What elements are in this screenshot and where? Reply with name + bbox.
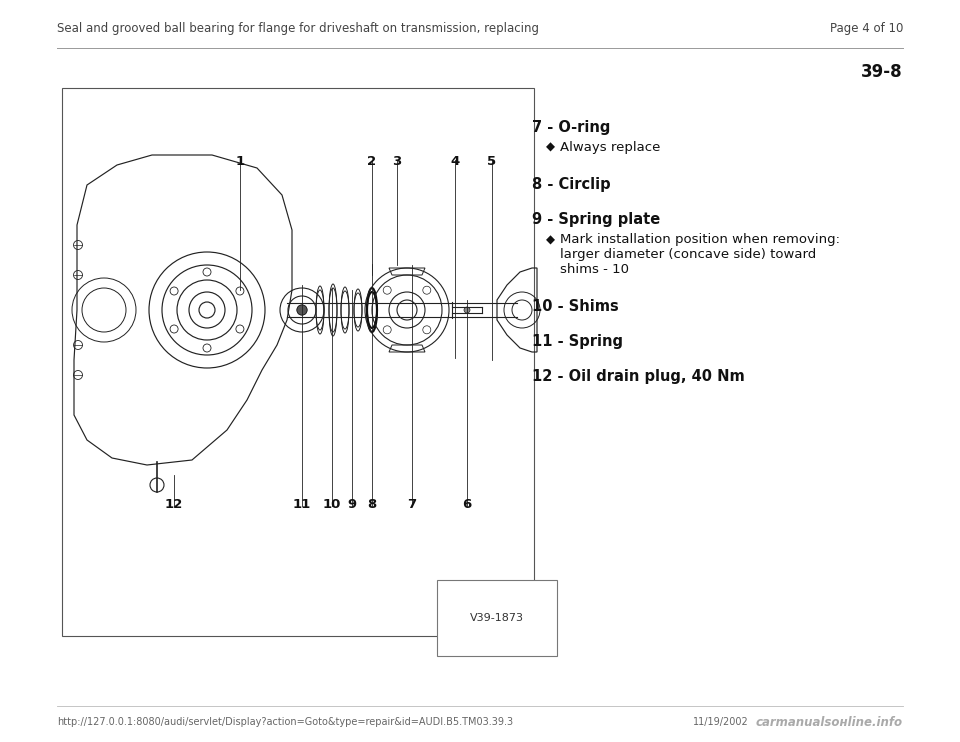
Text: V39-1873: V39-1873 [470, 613, 524, 623]
Circle shape [297, 305, 307, 315]
Text: 2: 2 [368, 155, 376, 168]
Text: Seal and grooved ball bearing for flange for driveshaft on transmission, replaci: Seal and grooved ball bearing for flange… [57, 22, 539, 34]
Text: 9 - Spring plate: 9 - Spring plate [532, 212, 660, 227]
Text: carmanualsонline.info: carmanualsонline.info [756, 715, 903, 729]
Text: 39-8: 39-8 [861, 63, 903, 81]
Text: 8: 8 [368, 498, 376, 511]
Text: ◆: ◆ [546, 233, 555, 246]
Text: 7 - O-ring: 7 - O-ring [532, 120, 611, 135]
Text: Always replace: Always replace [560, 141, 660, 154]
Text: ◆: ◆ [546, 141, 555, 154]
Text: 3: 3 [393, 155, 401, 168]
Text: Page 4 of 10: Page 4 of 10 [829, 22, 903, 34]
Text: shims - 10: shims - 10 [560, 263, 629, 276]
Text: 11 - Spring: 11 - Spring [532, 334, 623, 349]
Text: 4: 4 [450, 155, 460, 168]
Text: 7: 7 [407, 498, 417, 511]
Text: larger diameter (concave side) toward: larger diameter (concave side) toward [560, 248, 816, 261]
Text: 6: 6 [463, 498, 471, 511]
Text: http://127.0.0.1:8080/audi/servlet/Display?action=Goto&type=repair&id=AUDI.B5.TM: http://127.0.0.1:8080/audi/servlet/Displ… [57, 717, 514, 727]
Text: 11: 11 [293, 498, 311, 511]
Text: 1: 1 [235, 155, 245, 168]
Text: 10: 10 [323, 498, 341, 511]
Bar [62, 88, 534, 636]
Text: 12 - Oil drain plug, 40 Nm: 12 - Oil drain plug, 40 Nm [532, 369, 745, 384]
Text: 9: 9 [348, 498, 356, 511]
Text: 11/19/2002: 11/19/2002 [693, 717, 749, 727]
Text: 12: 12 [165, 498, 183, 511]
Text: Mark installation position when removing:: Mark installation position when removing… [560, 233, 840, 246]
Text: 5: 5 [488, 155, 496, 168]
Circle shape [464, 307, 470, 313]
Text: 10 - Shims: 10 - Shims [532, 299, 619, 314]
Text: 8 - Circlip: 8 - Circlip [532, 177, 611, 192]
